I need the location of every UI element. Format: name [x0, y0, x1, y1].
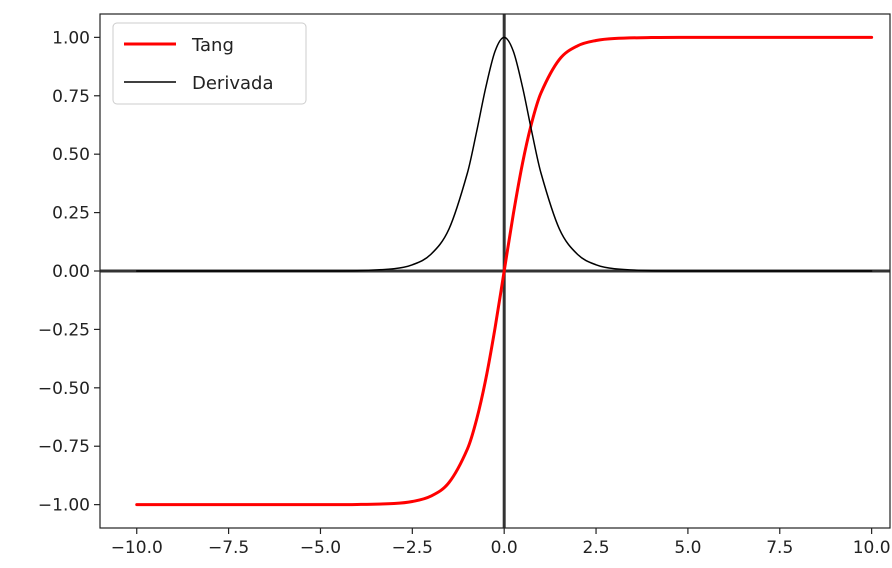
- y-axis: 1.00 0.75 0.50 0.25 0.00 −0.25 −0.50 −0.75 −1.00: [38, 28, 100, 516]
- y-tick-label: −0.75: [38, 437, 90, 457]
- series-line-tang: [135, 35, 874, 507]
- x-tick-label: 10.0: [853, 538, 891, 558]
- plot-area: [99, 13, 891, 529]
- legend-label-derivada: Derivada: [192, 73, 273, 94]
- x-tick-label: 0.0: [491, 538, 518, 558]
- y-tick-label: 0.00: [52, 262, 90, 282]
- x-tick-label: 7.5: [766, 538, 793, 558]
- y-tick-label: −1.00: [38, 496, 90, 516]
- y-tick-label: 0.25: [52, 204, 90, 224]
- x-axis: −10.0 −7.5 −5.0 −2.5 0.0 2.5 5.0 7.5 10.0: [111, 528, 891, 558]
- y-tick-label: −0.25: [38, 320, 90, 340]
- y-tick-label: 1.00: [52, 28, 90, 48]
- y-tick-label: 0.75: [52, 87, 90, 107]
- x-tick-label: −10.0: [111, 538, 163, 558]
- series-line-derivada: [135, 36, 873, 272]
- y-tick-label: 0.50: [52, 145, 90, 165]
- x-tick-label: 2.5: [583, 538, 610, 558]
- x-tick-label: −7.5: [208, 538, 249, 558]
- x-tick-label: 5.0: [674, 538, 701, 558]
- legend-label-tang: Tang: [191, 35, 234, 56]
- x-tick-label: −5.0: [300, 538, 341, 558]
- series-layer: [135, 35, 874, 507]
- legend: Tang Derivada: [112, 22, 307, 105]
- x-tick-label: −2.5: [392, 538, 433, 558]
- y-tick-label: −0.50: [38, 379, 90, 399]
